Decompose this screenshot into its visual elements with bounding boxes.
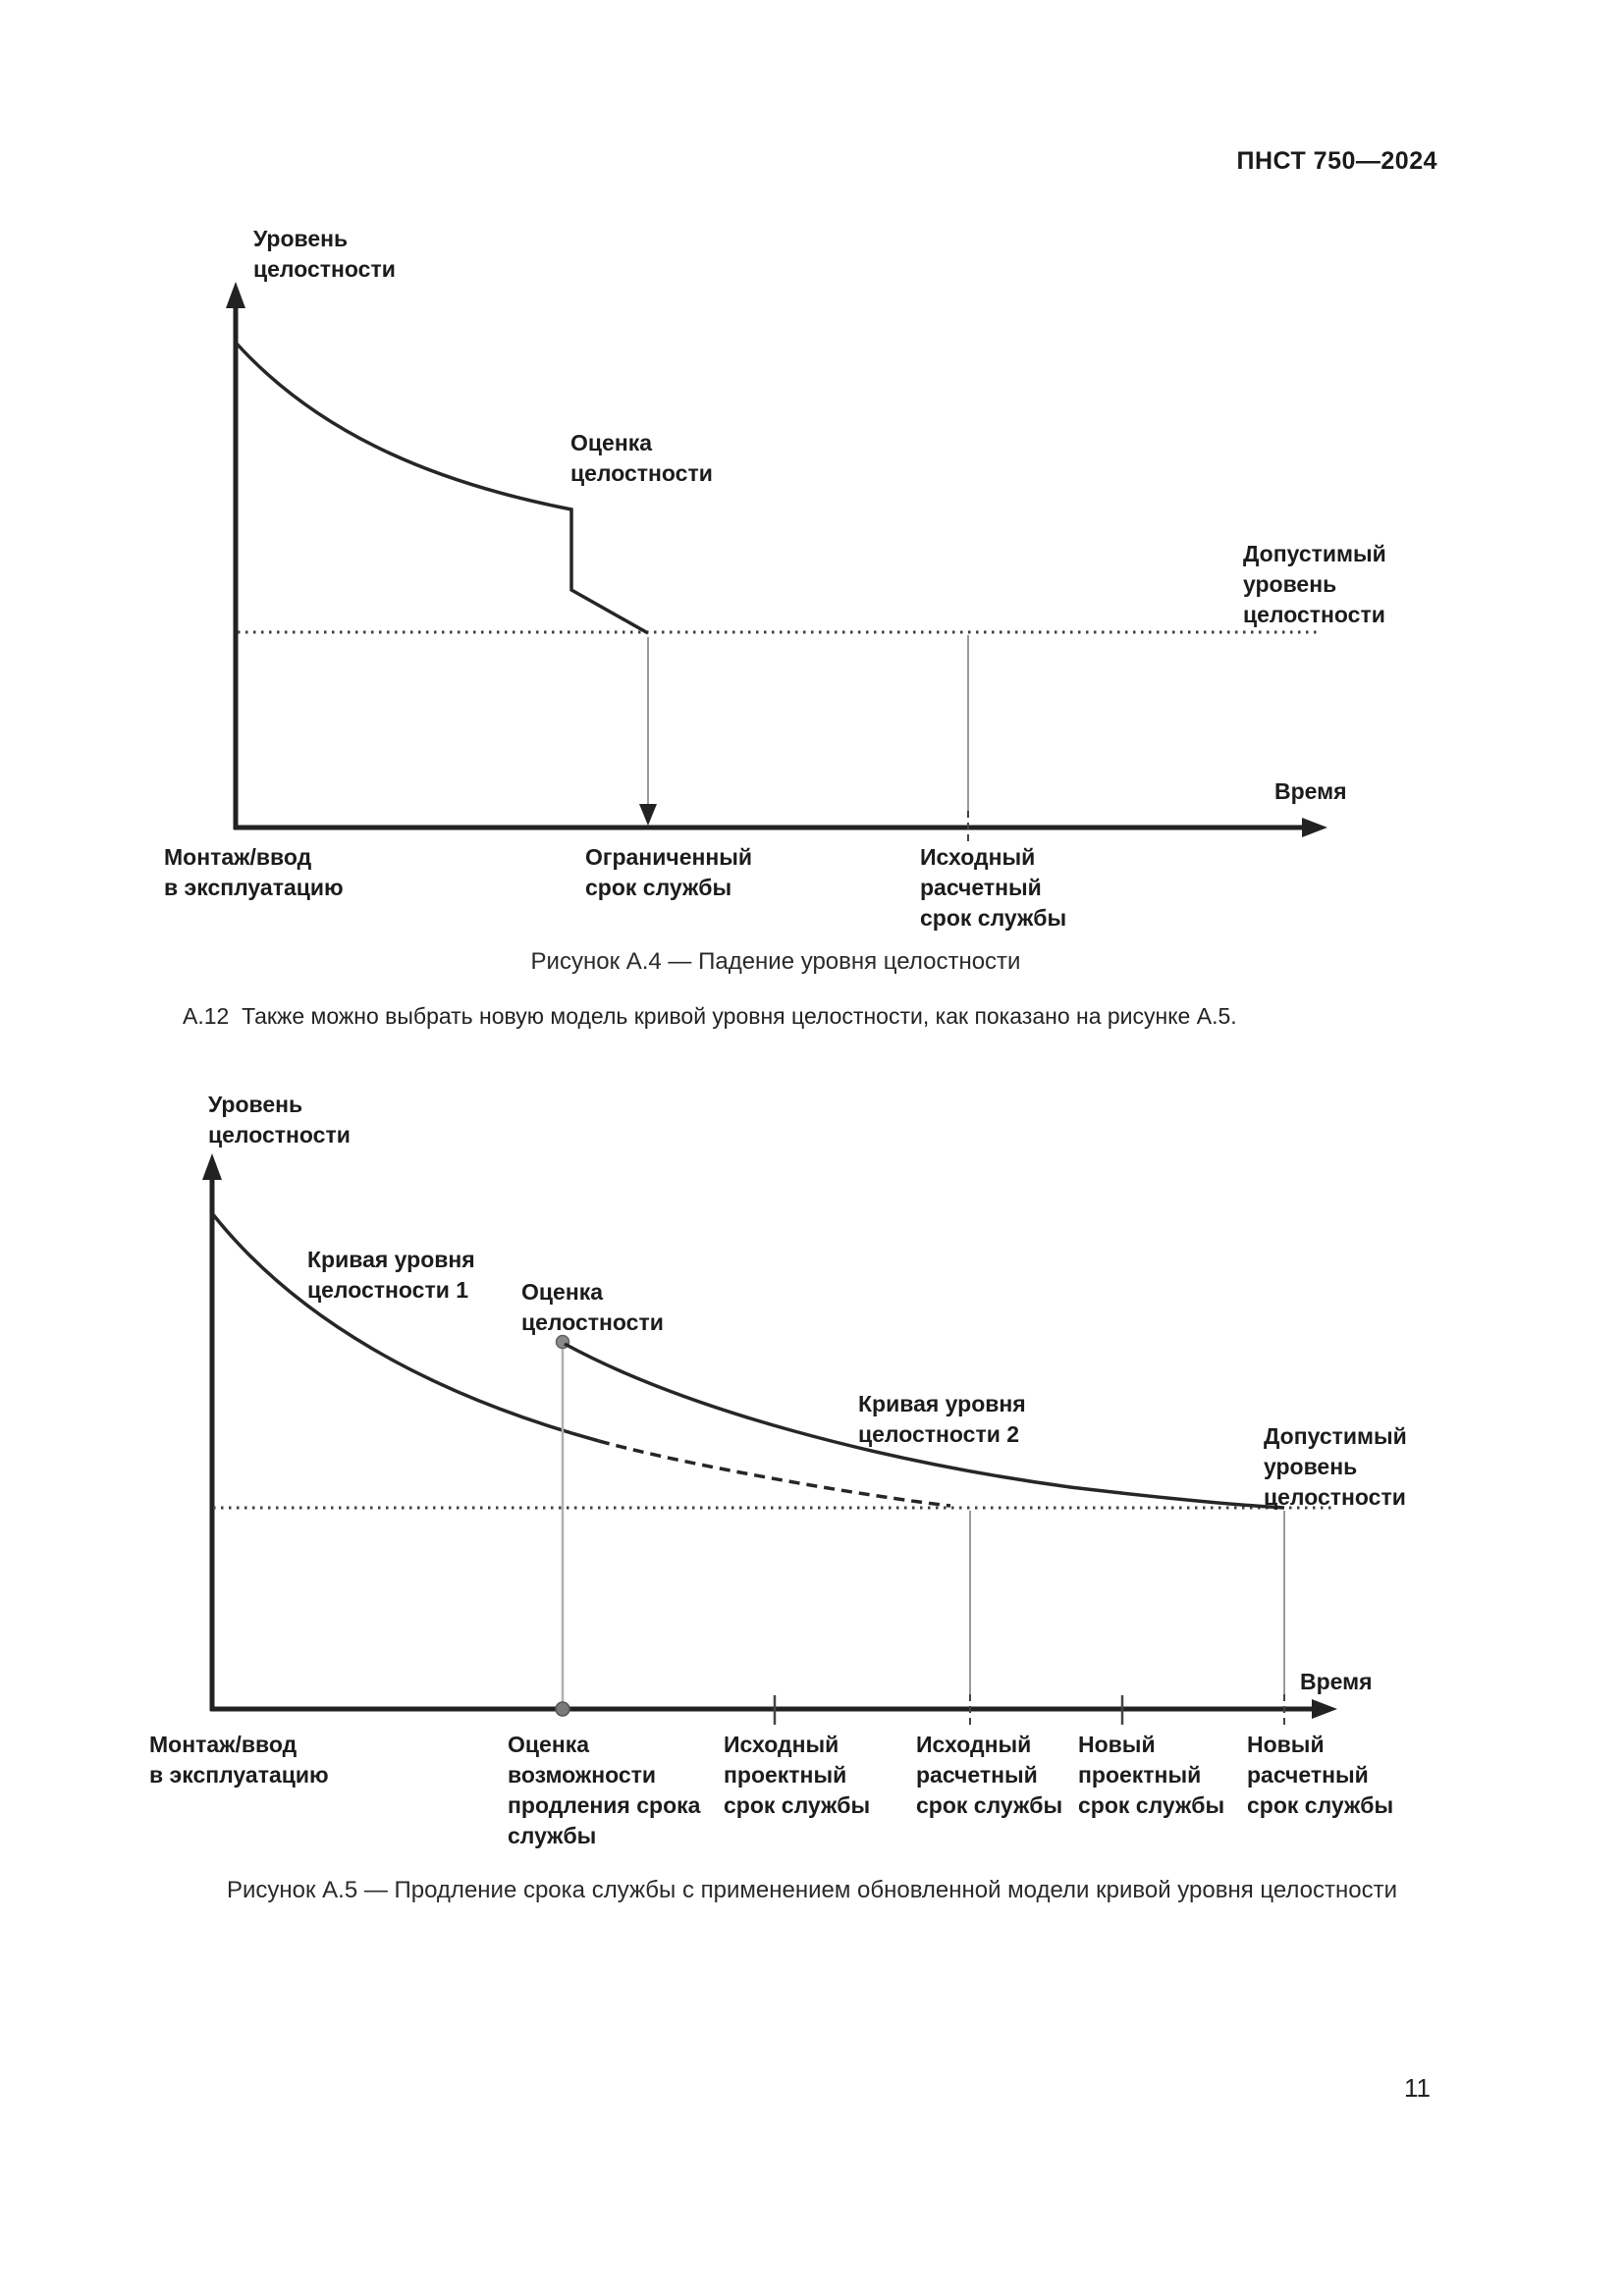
a5-x-axis-label: Время — [1300, 1669, 1373, 1694]
a5-initial-design-life-label: Исходный расчетный срок службы — [916, 1732, 1063, 1818]
a4-down-arrow-icon — [639, 804, 657, 826]
a5-allowable-level-label: Допустимый уровень целостности — [1264, 1423, 1407, 1510]
paragraph-a12: А.12 Также можно выбрать новую модель кр… — [183, 1003, 1237, 1029]
a4-initial-design-life-label: Исходный расчетный срок службы — [920, 844, 1067, 931]
a4-installation-label: Монтаж/ввод в эксплуатацию — [164, 844, 344, 900]
a5-curve2 — [564, 1342, 1285, 1510]
a5-new-project-life-label: Новый проектный срок службы — [1078, 1732, 1225, 1818]
a5-life-extension-assessment-label: Оценка возможности продления срока служб… — [508, 1732, 701, 1848]
figure-a4-axes — [226, 282, 1327, 837]
a5-curve1-dashed-projection — [598, 1439, 951, 1508]
a5-x-axis-arrow-icon — [1312, 1699, 1337, 1719]
a5-installation-label: Монтаж/ввод в эксплуатацию — [149, 1732, 329, 1788]
a5-new-design-life-label: Новый расчетный срок службы — [1247, 1732, 1394, 1818]
document-code: ПНСТ 750—2024 — [1236, 147, 1437, 175]
a4-assessment-label: Оценка целостности — [570, 430, 713, 486]
a5-curve1-label: Кривая уровня целостности 1 — [307, 1247, 475, 1303]
a4-integrity-curve — [235, 342, 649, 635]
a4-x-axis-label: Время — [1274, 778, 1347, 804]
a5-assessment-axis-dot — [555, 1701, 570, 1717]
a5-y-axis-arrow-icon — [202, 1153, 222, 1180]
a5-assessment-label: Оценка целостности — [521, 1279, 664, 1335]
page-number: 11 — [1404, 2073, 1431, 2103]
a5-initial-project-life-label: Исходный проектный срок службы — [724, 1732, 871, 1818]
a4-y-axis-label: Уровень целостности — [253, 226, 396, 282]
figure-a5-caption: Рисунок А.5 — Продление срока службы с п… — [226, 1877, 1398, 1903]
a4-y-axis-arrow-icon — [226, 282, 245, 308]
a4-allowable-level-label: Допустимый уровень целостности — [1243, 541, 1386, 627]
a5-curve1-solid — [210, 1211, 600, 1443]
figure-a4-caption: Рисунок А.4 — Падение уровня целостности — [530, 948, 1021, 975]
a5-y-axis-label: Уровень целостности — [208, 1092, 351, 1148]
a5-curve2-label: Кривая уровня целостности 2 — [858, 1391, 1026, 1447]
a4-x-axis-arrow-icon — [1302, 818, 1327, 837]
a4-limited-life-label: Ограниченный срок службы — [585, 844, 753, 900]
figure-a5-axes — [202, 1153, 1337, 1719]
